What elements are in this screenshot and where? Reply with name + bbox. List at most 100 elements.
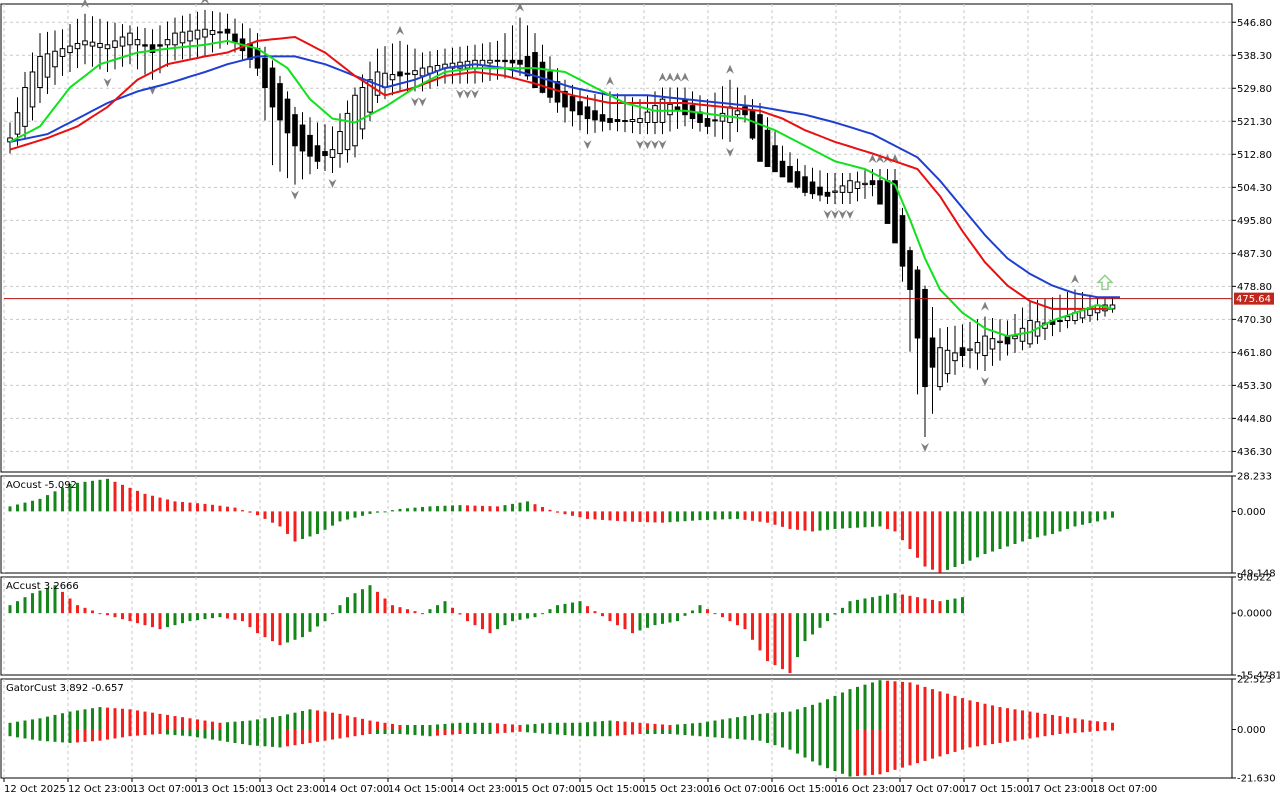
gator-histogram-bar bbox=[398, 729, 402, 734]
gator-histogram-bar bbox=[256, 729, 259, 746]
gator-histogram-bar bbox=[31, 729, 34, 740]
gator-histogram-bar bbox=[113, 708, 117, 730]
ao-indicator-panel[interactable] bbox=[8, 478, 1115, 573]
gator-histogram-bar bbox=[428, 729, 432, 737]
ao-histogram-bar bbox=[361, 511, 364, 516]
ao-histogram-bar bbox=[923, 511, 927, 567]
candle-body bbox=[712, 119, 718, 122]
ao-histogram-bar bbox=[443, 505, 447, 512]
y-axis-tick-label: -21.630 bbox=[1237, 774, 1276, 785]
gator-histogram-bar bbox=[316, 729, 319, 742]
ao-histogram-bar bbox=[383, 511, 387, 513]
gator-histogram-bar bbox=[128, 709, 132, 730]
gator-histogram-bar bbox=[788, 729, 792, 750]
ao-histogram-bar bbox=[601, 511, 604, 520]
gator-histogram-bar bbox=[68, 711, 72, 730]
gator-histogram-bar bbox=[863, 684, 867, 730]
candle-body bbox=[29, 71, 36, 108]
gator-histogram-bar bbox=[661, 724, 664, 730]
ao-histogram-bar bbox=[616, 511, 619, 521]
fractal-down-arrow bbox=[831, 210, 839, 220]
gator-histogram-bar bbox=[293, 712, 297, 730]
gator-histogram-bar bbox=[466, 722, 469, 730]
gator-histogram-bar bbox=[773, 712, 777, 730]
gator-histogram-bar bbox=[728, 729, 732, 739]
fractal-up-arrow bbox=[1071, 274, 1079, 284]
gator-histogram-bar bbox=[361, 718, 364, 730]
ao-histogram-bar bbox=[181, 501, 184, 512]
ac-histogram-bar bbox=[458, 613, 462, 615]
gator-histogram-bar bbox=[961, 698, 964, 730]
gator-histogram-bar bbox=[721, 729, 724, 738]
gator-histogram-bar bbox=[218, 722, 222, 730]
gator-histogram-bar bbox=[488, 729, 492, 734]
ao-histogram-bar bbox=[931, 511, 934, 570]
y-axis-tick-label: -15.4781 bbox=[1237, 671, 1280, 682]
ao-histogram-bar bbox=[496, 506, 499, 512]
gator-histogram-bar bbox=[631, 729, 634, 735]
ao-histogram-bar bbox=[91, 480, 94, 512]
gator-histogram-bar bbox=[76, 729, 79, 743]
ao-histogram-bar bbox=[886, 511, 889, 529]
candle-body bbox=[224, 28, 231, 34]
ac-histogram-bar bbox=[226, 613, 229, 619]
ac-indicator-panel[interactable] bbox=[8, 585, 965, 674]
x-axis-tick-label: 14 Oct 15:00 bbox=[388, 784, 453, 795]
gator-histogram-bar bbox=[488, 722, 492, 730]
gator-histogram-bar bbox=[451, 723, 454, 730]
candle-body bbox=[817, 186, 823, 196]
ao-histogram-bar bbox=[811, 511, 814, 532]
gator-histogram-bar bbox=[331, 729, 334, 740]
gator-histogram-bar bbox=[473, 722, 477, 730]
gator-histogram-bar bbox=[631, 722, 634, 730]
candle-body bbox=[599, 114, 606, 122]
ao-histogram-bar bbox=[938, 511, 942, 573]
gator-histogram-bar bbox=[983, 703, 987, 730]
gator-histogram-bar bbox=[481, 722, 484, 730]
candle-body bbox=[119, 36, 126, 47]
ac-histogram-bar bbox=[323, 613, 327, 622]
candle-body bbox=[854, 181, 861, 189]
y-axis-tick-label: 0.0000 bbox=[1237, 609, 1272, 620]
gator-histogram-bar bbox=[308, 729, 312, 743]
x-axis-tick-label: 12 Oct 23:00 bbox=[68, 784, 133, 795]
fractal-up-arrow bbox=[201, 0, 209, 4]
ac-histogram-bar bbox=[886, 594, 889, 614]
candle-body bbox=[907, 250, 913, 290]
gator-histogram-bar bbox=[241, 729, 244, 745]
candle-body bbox=[254, 48, 261, 69]
gator-indicator-panel[interactable] bbox=[8, 680, 1115, 777]
candle-body bbox=[412, 70, 418, 76]
gator-histogram-bar bbox=[8, 729, 12, 737]
gator-histogram-bar bbox=[841, 692, 844, 730]
candle-body bbox=[322, 151, 328, 156]
gator-histogram-bar bbox=[811, 704, 814, 730]
ac-histogram-bar bbox=[488, 613, 492, 634]
gator-histogram-bar bbox=[496, 723, 499, 730]
candle-body bbox=[779, 160, 786, 178]
ao-panel-label: AOcust -5.092 bbox=[6, 480, 77, 491]
candle-body bbox=[104, 44, 111, 50]
gator-histogram-bar bbox=[203, 720, 207, 730]
gator-histogram-bar bbox=[751, 729, 754, 741]
gator-histogram-bar bbox=[878, 680, 882, 730]
ao-histogram-bar bbox=[788, 511, 792, 529]
ac-histogram-bar bbox=[293, 613, 297, 640]
gator-histogram-bar bbox=[563, 722, 567, 730]
main-price-panel[interactable] bbox=[4, 0, 1232, 453]
gator-histogram-bar bbox=[166, 729, 169, 735]
candle-body bbox=[509, 59, 516, 64]
gator-histogram-bar bbox=[443, 729, 447, 736]
candle-body bbox=[622, 120, 628, 123]
gator-histogram-bar bbox=[128, 729, 132, 737]
ac-histogram-bar bbox=[638, 613, 642, 631]
ac-histogram-bar bbox=[706, 609, 709, 614]
ao-histogram-bar bbox=[781, 511, 784, 527]
ac-histogram-bar bbox=[128, 613, 132, 622]
gator-histogram-bar bbox=[758, 713, 762, 730]
gator-histogram-bar bbox=[1028, 729, 1032, 739]
gator-histogram-bar bbox=[353, 729, 357, 737]
gator-histogram-bar bbox=[158, 729, 162, 734]
ao-histogram-bar bbox=[1081, 511, 1084, 525]
